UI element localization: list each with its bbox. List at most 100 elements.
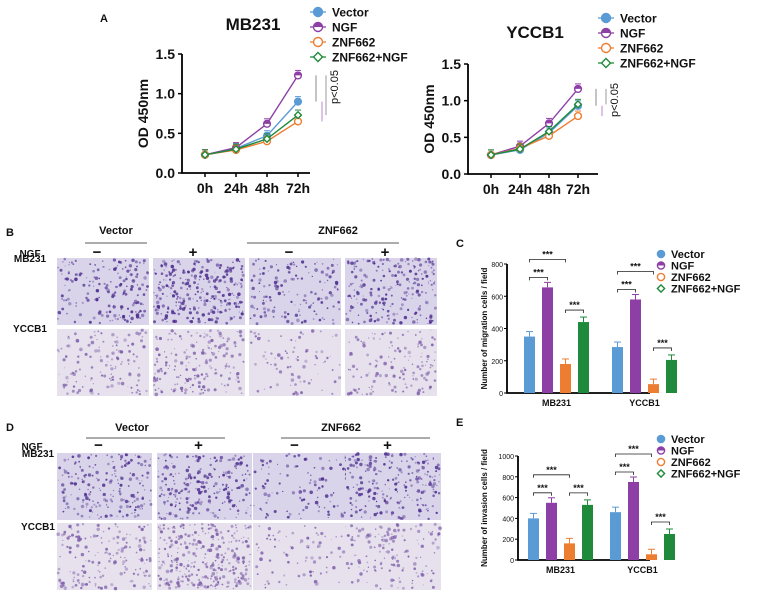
cell xyxy=(94,349,98,353)
y-axis-label: Number of invasion cells / field xyxy=(480,449,489,567)
cell xyxy=(309,574,312,577)
cell xyxy=(290,372,294,376)
panel-label-e: E xyxy=(456,417,463,429)
cell xyxy=(226,363,228,365)
cell xyxy=(266,479,269,482)
cell xyxy=(129,472,131,474)
cell xyxy=(226,547,230,551)
cell xyxy=(211,543,214,546)
cell xyxy=(236,509,240,512)
cell xyxy=(217,582,219,584)
cell xyxy=(122,560,126,564)
cell xyxy=(197,381,201,385)
cell xyxy=(169,278,172,281)
cell xyxy=(365,489,367,491)
cell xyxy=(159,281,162,284)
cell xyxy=(185,568,188,570)
cell xyxy=(65,495,67,497)
x-category-label: YCCB1 xyxy=(627,565,658,575)
cell xyxy=(317,486,321,490)
cell xyxy=(424,459,427,462)
cell xyxy=(222,275,226,279)
cell xyxy=(383,463,386,466)
cell xyxy=(69,571,71,573)
legend-marker-ngf-half xyxy=(313,22,323,27)
cell xyxy=(246,582,250,586)
cell xyxy=(422,584,424,586)
cell xyxy=(174,540,178,544)
cell xyxy=(224,517,226,519)
cell xyxy=(126,307,130,310)
cell xyxy=(156,369,160,373)
cell xyxy=(193,476,196,479)
cell xyxy=(267,499,269,501)
cell xyxy=(309,490,314,495)
cell xyxy=(86,292,90,295)
cell xyxy=(192,583,196,587)
cell xyxy=(430,329,432,331)
cell xyxy=(225,391,227,393)
cell xyxy=(237,579,241,583)
cell xyxy=(90,366,94,369)
micrograph-tile xyxy=(346,452,441,521)
cell xyxy=(409,479,412,482)
cell xyxy=(203,475,207,478)
cell xyxy=(426,474,429,476)
cell xyxy=(368,372,370,374)
cell xyxy=(235,258,240,262)
cell xyxy=(371,258,374,260)
y-tick-label: 1.0 xyxy=(442,93,462,109)
cell xyxy=(389,331,392,335)
cell xyxy=(391,453,393,455)
cell xyxy=(179,535,183,539)
cell xyxy=(396,313,398,315)
cell xyxy=(374,459,378,463)
cell xyxy=(128,372,132,377)
cell xyxy=(381,307,383,310)
cell xyxy=(243,480,245,482)
cell xyxy=(146,271,149,274)
cell xyxy=(195,286,199,290)
cell xyxy=(436,546,440,550)
cell xyxy=(423,452,426,456)
cell xyxy=(396,482,398,484)
cell xyxy=(246,469,249,472)
cell xyxy=(430,266,433,269)
cell xyxy=(170,287,173,290)
cell xyxy=(425,300,427,302)
cell xyxy=(353,265,356,268)
cell xyxy=(132,353,135,356)
cell xyxy=(76,579,80,582)
cell xyxy=(181,281,185,285)
cell xyxy=(212,511,215,515)
cell xyxy=(63,386,65,389)
cell xyxy=(121,537,126,541)
cell xyxy=(88,320,92,324)
cell xyxy=(187,534,191,538)
cell xyxy=(356,338,360,342)
cell xyxy=(421,466,425,470)
cell xyxy=(202,385,206,389)
sig-bracket xyxy=(533,474,570,478)
cell xyxy=(125,462,128,465)
cell xyxy=(137,455,141,459)
sig-bracket xyxy=(617,289,636,293)
y-tick-label: 800 xyxy=(491,262,503,269)
cell xyxy=(87,559,91,563)
cell xyxy=(298,310,300,313)
cell xyxy=(262,266,266,270)
cell xyxy=(100,314,104,317)
cell xyxy=(258,282,261,284)
cell xyxy=(290,384,292,386)
cell xyxy=(349,471,352,474)
cell xyxy=(175,501,177,503)
cell xyxy=(157,526,160,528)
cell xyxy=(277,269,280,272)
cell xyxy=(429,579,433,583)
bar-znf662 xyxy=(648,384,659,393)
cell xyxy=(368,480,371,483)
cell xyxy=(164,364,168,367)
cell xyxy=(126,533,128,535)
cell xyxy=(382,269,384,271)
cell xyxy=(229,569,232,572)
